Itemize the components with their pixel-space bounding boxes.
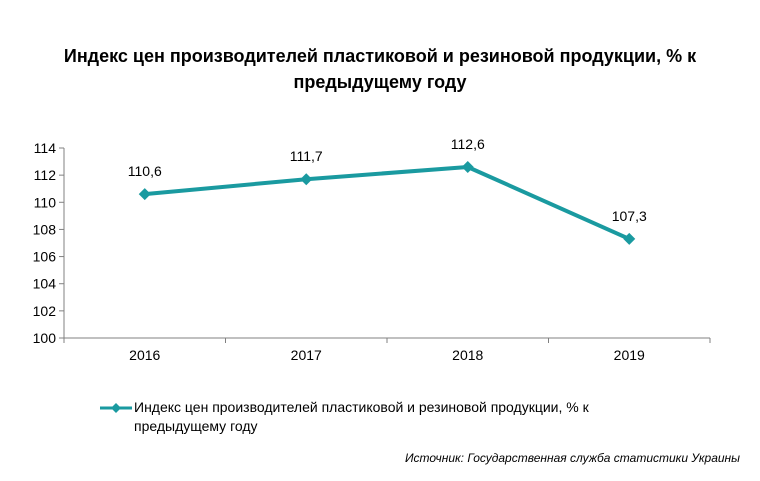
- data-label: 107,3: [612, 208, 647, 224]
- y-tick-label: 102: [33, 303, 57, 319]
- chart-title-line-1: Индекс цен производителей пластиковой и …: [63, 46, 697, 66]
- x-tick-label: 2017: [291, 347, 322, 363]
- x-tick-label: 2016: [129, 347, 160, 363]
- chart-title: Индекс цен производителей пластиковой и …: [0, 43, 760, 95]
- data-label: 110,6: [128, 163, 162, 179]
- series-line: [144, 165, 631, 241]
- data-point-marker: [461, 161, 474, 173]
- y-tick-label: 104: [33, 276, 57, 292]
- y-tick-label: 112: [34, 167, 57, 183]
- legend-swatch: [100, 403, 132, 413]
- legend-label: Индекс цен производителей пластиковой и …: [134, 398, 694, 436]
- chart-title-line-2: предыдущему году: [293, 72, 467, 92]
- y-tick-label: 108: [33, 221, 57, 237]
- y-tick-label: 100: [33, 330, 57, 346]
- data-label: 112,6: [451, 136, 485, 152]
- legend-label-line-1: Индекс цен производителей пластиковой и …: [134, 399, 589, 415]
- legend-label-line-2: предыдущему году: [134, 418, 258, 434]
- data-label: 111,7: [290, 148, 323, 164]
- y-tick-label: 114: [34, 140, 57, 156]
- source-note: Источник: Государственная служба статист…: [404, 451, 740, 465]
- data-point-marker: [300, 173, 313, 186]
- y-tick-label: 106: [33, 249, 57, 265]
- y-tick-label: 110: [34, 194, 57, 210]
- x-tick-label: 2019: [614, 347, 645, 363]
- data-point-marker: [138, 188, 151, 201]
- x-tick-label: 2018: [452, 347, 483, 363]
- data-point-marker: [623, 232, 636, 245]
